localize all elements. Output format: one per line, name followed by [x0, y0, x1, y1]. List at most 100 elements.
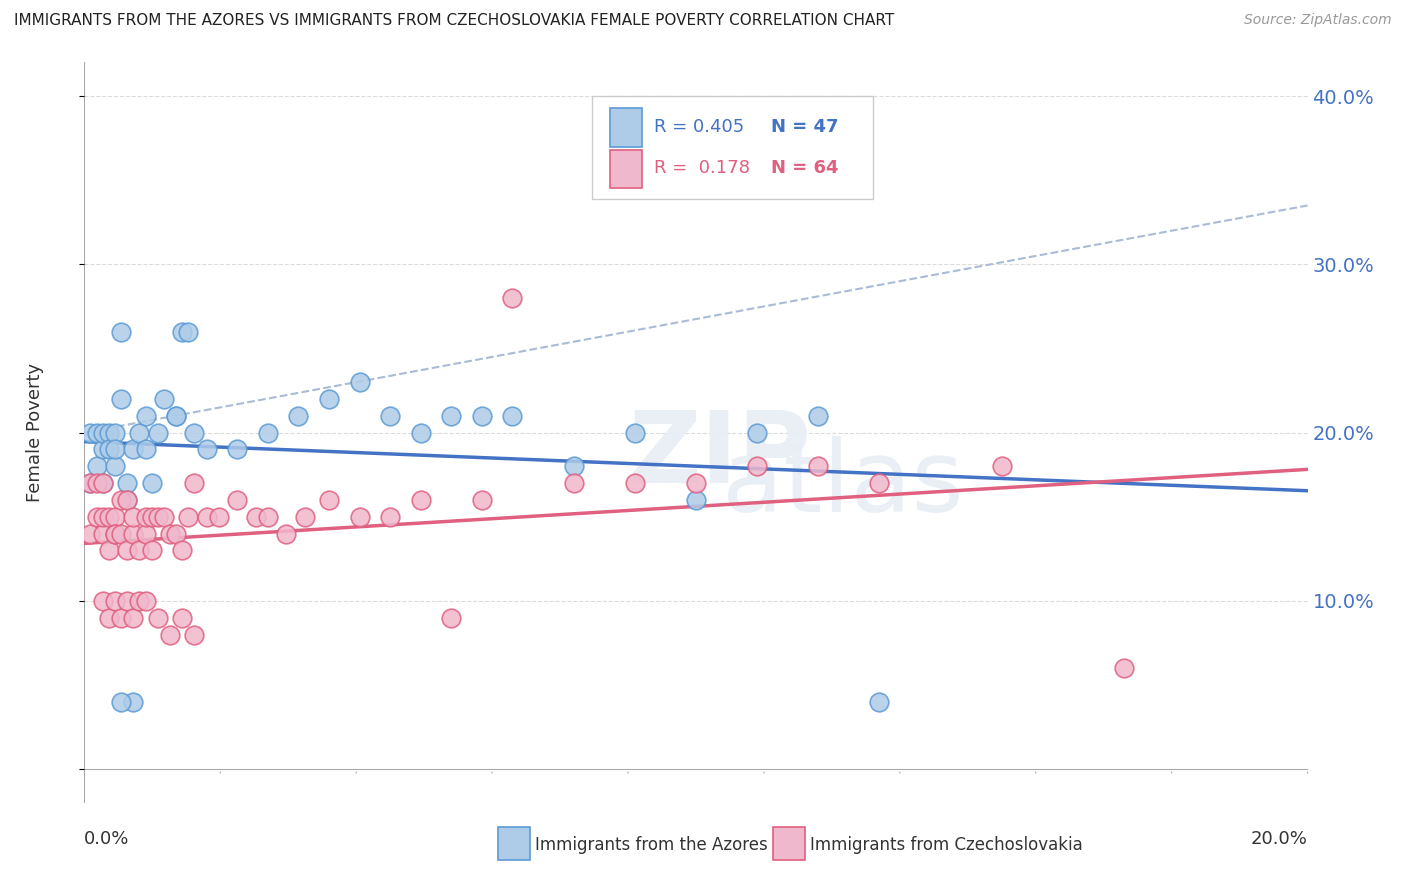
- Point: [177, 509, 200, 524]
- Point: [115, 492, 138, 507]
- Point: [91, 594, 114, 608]
- Point: [141, 543, 163, 558]
- Point: [146, 425, 169, 440]
- Point: [183, 425, 205, 440]
- Point: [159, 627, 181, 641]
- Point: [110, 695, 132, 709]
- Point: [257, 509, 280, 524]
- Point: [104, 425, 127, 440]
- Text: Immigrants from the Azores: Immigrants from the Azores: [534, 836, 768, 854]
- Point: [135, 509, 157, 524]
- Point: [128, 594, 150, 608]
- Point: [86, 459, 108, 474]
- Point: [165, 526, 187, 541]
- Point: [97, 425, 120, 440]
- Point: [86, 425, 108, 440]
- Point: [97, 509, 120, 524]
- Point: [115, 594, 138, 608]
- Text: Immigrants from Czechoslovakia: Immigrants from Czechoslovakia: [810, 836, 1083, 854]
- Point: [110, 492, 132, 507]
- Point: [115, 543, 138, 558]
- Point: [141, 509, 163, 524]
- Point: [97, 543, 120, 558]
- Point: [135, 594, 157, 608]
- Point: [141, 476, 163, 491]
- Point: [122, 442, 145, 457]
- Point: [128, 425, 150, 440]
- Point: [624, 425, 647, 440]
- Point: [104, 594, 127, 608]
- Point: [177, 325, 200, 339]
- Point: [685, 492, 707, 507]
- Text: ZIP: ZIP: [628, 407, 811, 503]
- Point: [91, 526, 114, 541]
- Point: [380, 509, 402, 524]
- Point: [91, 425, 114, 440]
- Point: [624, 476, 647, 491]
- Point: [294, 509, 316, 524]
- Point: [172, 325, 194, 339]
- Point: [135, 442, 157, 457]
- Point: [110, 610, 132, 624]
- Point: [115, 476, 138, 491]
- Point: [471, 409, 494, 423]
- Point: [195, 442, 218, 457]
- Point: [172, 543, 194, 558]
- Text: R =  0.178: R = 0.178: [654, 160, 751, 178]
- Point: [318, 492, 340, 507]
- Point: [409, 492, 432, 507]
- Point: [104, 509, 127, 524]
- Point: [183, 627, 205, 641]
- Point: [128, 543, 150, 558]
- Point: [287, 409, 309, 423]
- Text: atlas: atlas: [721, 436, 963, 533]
- Point: [807, 459, 830, 474]
- Point: [115, 492, 138, 507]
- Point: [440, 610, 463, 624]
- FancyBboxPatch shape: [592, 95, 873, 200]
- Point: [349, 375, 371, 389]
- Point: [208, 509, 231, 524]
- Point: [276, 526, 298, 541]
- Point: [122, 610, 145, 624]
- Point: [86, 509, 108, 524]
- Point: [1114, 661, 1136, 675]
- Point: [172, 610, 194, 624]
- Point: [502, 409, 524, 423]
- Point: [409, 425, 432, 440]
- Point: [146, 509, 169, 524]
- Point: [91, 442, 114, 457]
- Text: 20.0%: 20.0%: [1251, 830, 1308, 847]
- Point: [226, 492, 249, 507]
- Point: [257, 425, 280, 440]
- Point: [502, 291, 524, 305]
- Point: [97, 442, 120, 457]
- Point: [104, 526, 127, 541]
- Point: [110, 325, 132, 339]
- FancyBboxPatch shape: [610, 108, 643, 147]
- Text: N = 47: N = 47: [770, 118, 838, 136]
- Point: [869, 476, 891, 491]
- Point: [195, 509, 218, 524]
- Point: [146, 610, 169, 624]
- Point: [869, 695, 891, 709]
- Point: [104, 459, 127, 474]
- Point: [122, 695, 145, 709]
- Text: IMMIGRANTS FROM THE AZORES VS IMMIGRANTS FROM CZECHOSLOVAKIA FEMALE POVERTY CORR: IMMIGRANTS FROM THE AZORES VS IMMIGRANTS…: [14, 13, 894, 29]
- Point: [562, 459, 585, 474]
- Point: [153, 392, 176, 406]
- Point: [79, 526, 101, 541]
- Point: [380, 409, 402, 423]
- Point: [349, 509, 371, 524]
- Point: [807, 409, 830, 423]
- Point: [110, 392, 132, 406]
- Point: [79, 425, 101, 440]
- FancyBboxPatch shape: [498, 827, 530, 860]
- FancyBboxPatch shape: [773, 827, 804, 860]
- Point: [122, 526, 145, 541]
- Point: [318, 392, 340, 406]
- Point: [153, 509, 176, 524]
- Point: [91, 476, 114, 491]
- Point: [91, 509, 114, 524]
- Text: R = 0.405: R = 0.405: [654, 118, 745, 136]
